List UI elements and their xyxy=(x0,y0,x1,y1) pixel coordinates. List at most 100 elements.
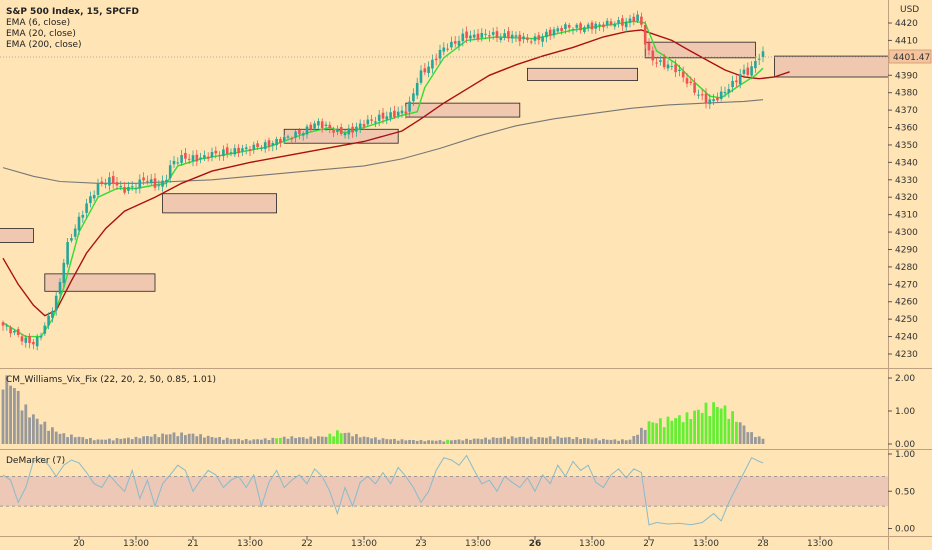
vix-fix-bar xyxy=(583,437,586,444)
vix-fix-bar xyxy=(199,434,202,444)
candle-body xyxy=(184,152,187,159)
candle-body xyxy=(742,69,746,74)
price-tick-label: 4350 xyxy=(895,141,918,151)
legend-ema20[interactable]: EMA (20, close) xyxy=(6,29,76,39)
candle-body xyxy=(70,238,73,241)
candle-body xyxy=(545,31,548,38)
legend-ema200[interactable]: EMA (200, close) xyxy=(6,40,82,50)
candle-body xyxy=(526,37,529,40)
candle-body xyxy=(339,126,343,134)
vix-fix-bar xyxy=(621,439,624,444)
candle-body xyxy=(206,156,210,159)
vix-fix-bar xyxy=(393,438,396,444)
candle-body xyxy=(301,133,305,136)
vix-fix-bar xyxy=(286,438,290,444)
candle-body xyxy=(590,22,594,30)
vix-fix-bar xyxy=(187,433,191,444)
vix-fix-bar xyxy=(423,441,427,444)
candle-body xyxy=(712,99,715,102)
vix-fix-bar xyxy=(453,439,457,444)
time-tick-label: 13:00 xyxy=(351,539,377,549)
vix-fix-bar xyxy=(757,436,761,444)
demarker-title[interactable]: DeMarker (7) xyxy=(6,456,65,466)
candle-body xyxy=(108,177,111,186)
price-tick-label: 4320 xyxy=(895,193,918,203)
vix-fix-bar xyxy=(624,440,628,444)
vix-fix-bar xyxy=(130,439,134,444)
candle-body xyxy=(222,149,225,157)
vix-fix-title[interactable]: CM_Williams_Vix_Fix (22, 20, 2, 50, 0.85… xyxy=(6,375,216,385)
vix-fix-bar xyxy=(533,438,537,444)
vix-fix-bar xyxy=(628,439,632,444)
candle-body xyxy=(510,34,514,39)
vix-fix-bar xyxy=(404,440,408,444)
candle-body xyxy=(716,97,719,101)
vix-fix-bar xyxy=(666,416,670,444)
vix-fix-bar xyxy=(636,434,639,444)
candle-body xyxy=(678,69,681,72)
vix-fix-bar xyxy=(134,436,138,444)
vix-fix-bar xyxy=(704,402,708,444)
candle-body xyxy=(605,20,609,26)
candle-body xyxy=(628,18,632,23)
vix-fix-bar xyxy=(412,440,415,444)
candle-body xyxy=(442,47,446,52)
vix-fix-bar xyxy=(602,438,605,444)
vix-fix-bar xyxy=(469,439,472,444)
vix-fix-bar xyxy=(590,439,594,444)
candle-body xyxy=(256,143,259,148)
candle-body xyxy=(328,124,332,129)
time-tick-label: 27 xyxy=(643,539,654,549)
vix-fix-bar xyxy=(442,441,446,444)
candle-body xyxy=(309,124,313,130)
vix-fix-bar xyxy=(328,433,332,444)
vix-fix-bar xyxy=(89,437,92,444)
vix-fix-bar xyxy=(408,439,411,444)
vix-fix-bar xyxy=(47,430,50,444)
vix-fix-bar xyxy=(548,436,552,444)
candle-body xyxy=(438,49,442,59)
candle-body xyxy=(47,315,50,326)
price-tick-label: 4280 xyxy=(895,263,918,273)
vix-fix-bar xyxy=(514,437,518,444)
candle-body xyxy=(708,99,712,105)
symbol-title[interactable]: S&P 500 Index, 15, SPCFD xyxy=(6,7,139,17)
legend-ema6[interactable]: EMA (6, close) xyxy=(6,18,70,28)
vix-fix-bar xyxy=(545,437,548,444)
price-tick-label: 4330 xyxy=(895,176,918,186)
candle-body xyxy=(412,93,415,102)
candle-body xyxy=(594,23,598,29)
vix-fix-bar xyxy=(96,439,100,444)
candle-body xyxy=(241,148,244,152)
vix-fix-bar xyxy=(180,432,183,444)
candle-body xyxy=(541,36,544,42)
vix-fix-bar xyxy=(290,436,294,444)
time-tick-label: 13:00 xyxy=(465,539,491,549)
candle-body xyxy=(488,35,491,37)
candle-body xyxy=(39,335,43,338)
vix-fix-bar xyxy=(685,412,689,444)
candle-body xyxy=(336,128,339,132)
candle-body xyxy=(203,155,206,159)
vix-fix-bar xyxy=(32,414,35,444)
candle-body xyxy=(450,41,453,48)
vix-fix-bar xyxy=(149,436,153,444)
supply-demand-zone xyxy=(405,102,521,118)
vix-fix-bar xyxy=(66,437,69,444)
candle-body xyxy=(697,94,700,96)
candle-body xyxy=(400,110,404,114)
vix-fix-bar xyxy=(85,439,88,444)
candle-body xyxy=(404,111,408,114)
vix-fix-bar xyxy=(643,429,647,444)
vix-fix-bar xyxy=(537,437,541,444)
candle-body xyxy=(457,40,461,46)
price-tick-label: 4250 xyxy=(895,315,918,325)
vix-fix-bar xyxy=(320,436,324,444)
candle-body xyxy=(750,66,753,76)
candle-body xyxy=(62,262,66,283)
vix-fix-bar xyxy=(719,408,723,444)
vix-fix-bar xyxy=(742,425,746,444)
vix-fix-bar xyxy=(70,434,73,444)
time-tick-label: 20 xyxy=(73,539,85,549)
